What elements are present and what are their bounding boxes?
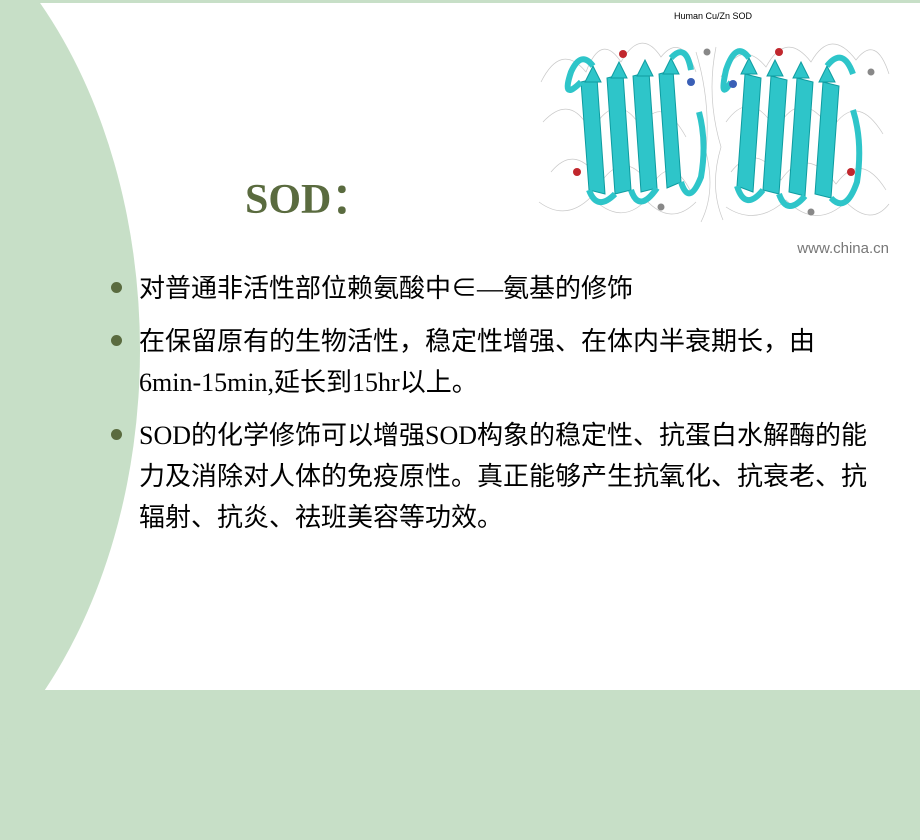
bullet-item: SOD的化学修饰可以增强SOD构象的稳定性、抗蛋白水解酶的能力及消除对人体的免疫… (105, 415, 875, 538)
watermark-text: www.china.cn (797, 240, 889, 257)
slide: Human Cu/Zn SOD (0, 0, 920, 690)
protein-figure: Human Cu/Zn SOD (523, 8, 903, 263)
bullet-item: 对普通非活性部位赖氨酸中∈—氨基的修饰 (105, 268, 875, 309)
bullet-item: 在保留原有的生物活性，稳定性增强、在体内半衰期长，由6min-15min,延长到… (105, 321, 875, 403)
slide-title: SOD： (245, 165, 373, 226)
bullet-list: 对普通非活性部位赖氨酸中∈—氨基的修饰 在保留原有的生物活性，稳定性增强、在体内… (105, 268, 875, 550)
protein-label: Human Cu/Zn SOD (674, 11, 752, 21)
protein-structure-icon (531, 22, 895, 232)
top-strip (0, 0, 920, 3)
